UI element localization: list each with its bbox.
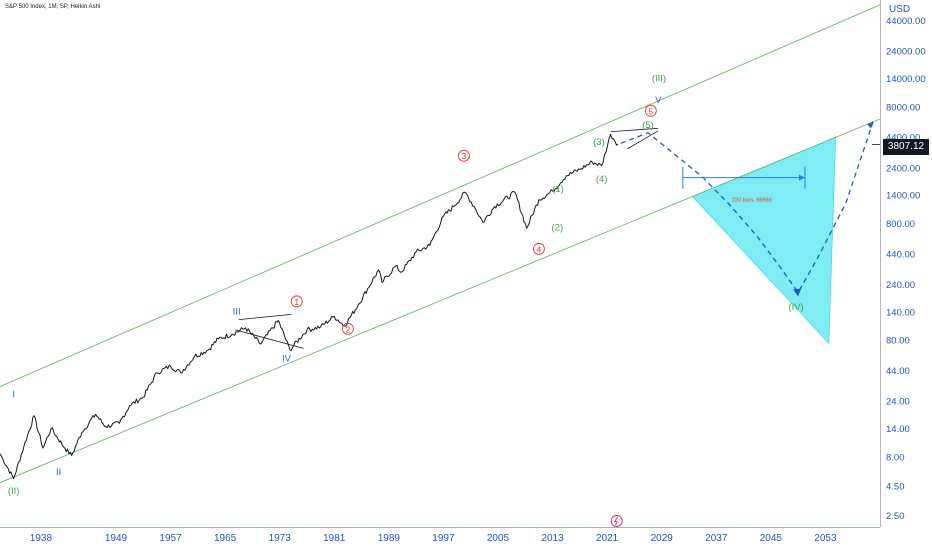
- wave-label-circle: [532, 242, 545, 255]
- wave-label: (1): [552, 184, 564, 195]
- projection-path: [620, 121, 874, 294]
- y-tick-label: 44.00: [886, 366, 910, 377]
- channel-lower-line: [0, 118, 881, 484]
- wave-label-circle: [341, 322, 354, 335]
- y-tick-label: 14000.00: [886, 74, 926, 85]
- wedge-lower-line: [627, 130, 659, 150]
- wave-label: (IV): [788, 302, 803, 313]
- y-tick-label: 4.50: [886, 481, 905, 492]
- y-tick-label: 240.00: [886, 280, 915, 291]
- wave-label: (5): [642, 120, 654, 131]
- channel-upper-line: [0, 4, 881, 387]
- wave-label: IV: [282, 354, 292, 365]
- x-tick-label: 1938: [30, 533, 53, 544]
- wave-label: I: [12, 389, 15, 400]
- y-tick-label: 24000.00: [886, 47, 926, 58]
- x-tick-label: 1981: [323, 533, 346, 544]
- y-tick-label: 8.00: [886, 452, 905, 463]
- wave-label: (II): [8, 486, 20, 497]
- y-tick-label: 8000.00: [886, 102, 920, 113]
- x-tick-label: 1965: [214, 533, 237, 544]
- wave-label: 2: [346, 324, 351, 334]
- wave-label: III: [233, 307, 241, 318]
- event-bolt-icon: [613, 516, 619, 526]
- x-tick-label: 1973: [269, 533, 292, 544]
- wave-label: (2): [552, 222, 564, 233]
- y-tick-label: 2400.00: [886, 163, 920, 174]
- triangle-upper-line: [238, 314, 292, 321]
- wedge-upper-line: [610, 127, 659, 133]
- wave-label: (4): [596, 174, 608, 185]
- x-tick-label: 2013: [541, 533, 564, 544]
- y-tick-label: 440.00: [886, 249, 915, 260]
- y-tick-label: 44000.00: [886, 16, 926, 27]
- price-series-line: [0, 133, 619, 480]
- x-tick-label: 2053: [814, 533, 837, 544]
- wave-label: II: [56, 467, 61, 478]
- measure-label: 220 bars, 6696d: [732, 198, 772, 204]
- wave-label: (3): [593, 137, 605, 148]
- x-tick-label: 1997: [432, 533, 455, 544]
- y-tick-label: 2.50: [886, 511, 905, 522]
- x-tick-label: 1957: [159, 533, 182, 544]
- y-tick-label: 4400.00: [886, 133, 920, 144]
- x-tick-label: 1949: [105, 533, 128, 544]
- measure-arrow-icon: [798, 174, 805, 181]
- y-tick-label: 140.00: [886, 307, 915, 318]
- triangle-lower-line: [235, 329, 304, 349]
- y-tick-label: 800.00: [886, 219, 915, 230]
- projection-bottom-arrow-icon: [793, 288, 802, 297]
- current-price-badge: 3807.12: [883, 139, 929, 155]
- x-tick-label: 2029: [651, 533, 674, 544]
- wave-label: 3: [462, 151, 467, 161]
- projection-arrow-icon: [867, 121, 874, 129]
- wave-label: 1: [294, 297, 299, 307]
- wave-label: 4: [537, 244, 542, 254]
- y-tick-label: 80.00: [886, 336, 910, 347]
- wave-label: V: [655, 95, 662, 106]
- wave-label: 5: [648, 106, 653, 116]
- x-tick-label: 2021: [596, 533, 619, 544]
- currency-label: USD: [889, 4, 911, 15]
- projection-zone: [691, 136, 836, 345]
- x-tick-label: 2037: [705, 533, 728, 544]
- x-tick-label: 1989: [378, 533, 401, 544]
- event-flash-icon: [610, 515, 623, 527]
- wave-label-circle: [457, 149, 470, 162]
- y-tick-label: 24.00: [886, 397, 910, 408]
- x-tick-label: 2045: [760, 533, 783, 544]
- chart-header: S&P 500 Index, 1M, SP, Heikin Ashi: [5, 4, 101, 10]
- wave-label-circle: [290, 295, 303, 308]
- wave-label: (III): [652, 73, 666, 84]
- x-tick-label: 2005: [487, 533, 510, 544]
- wave-label-circle: [644, 104, 657, 117]
- y-tick-label: 14.00: [886, 424, 910, 435]
- y-tick-label: 1400.00: [886, 191, 920, 202]
